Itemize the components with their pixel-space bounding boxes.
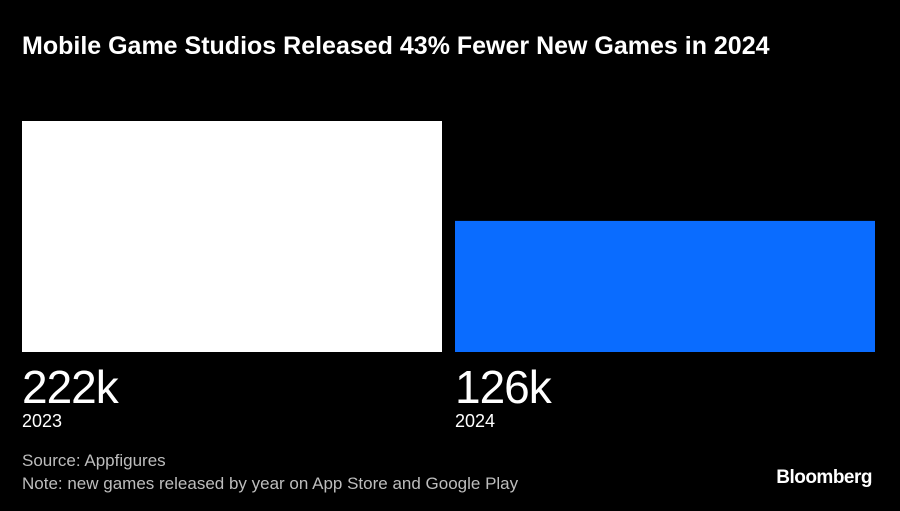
note: Note: new games released by year on App … xyxy=(22,474,519,493)
chart-title: Mobile Game Studios Released 43% Fewer N… xyxy=(22,32,770,60)
value-label: 222k xyxy=(22,361,120,413)
bar xyxy=(22,121,442,352)
category-label: 2024 xyxy=(455,411,495,431)
source: Source: Appfigures xyxy=(22,451,166,470)
category-label: 2023 xyxy=(22,411,62,431)
brand-logo: Bloomberg xyxy=(776,467,872,488)
bar xyxy=(455,220,875,352)
value-label: 126k xyxy=(455,361,553,413)
